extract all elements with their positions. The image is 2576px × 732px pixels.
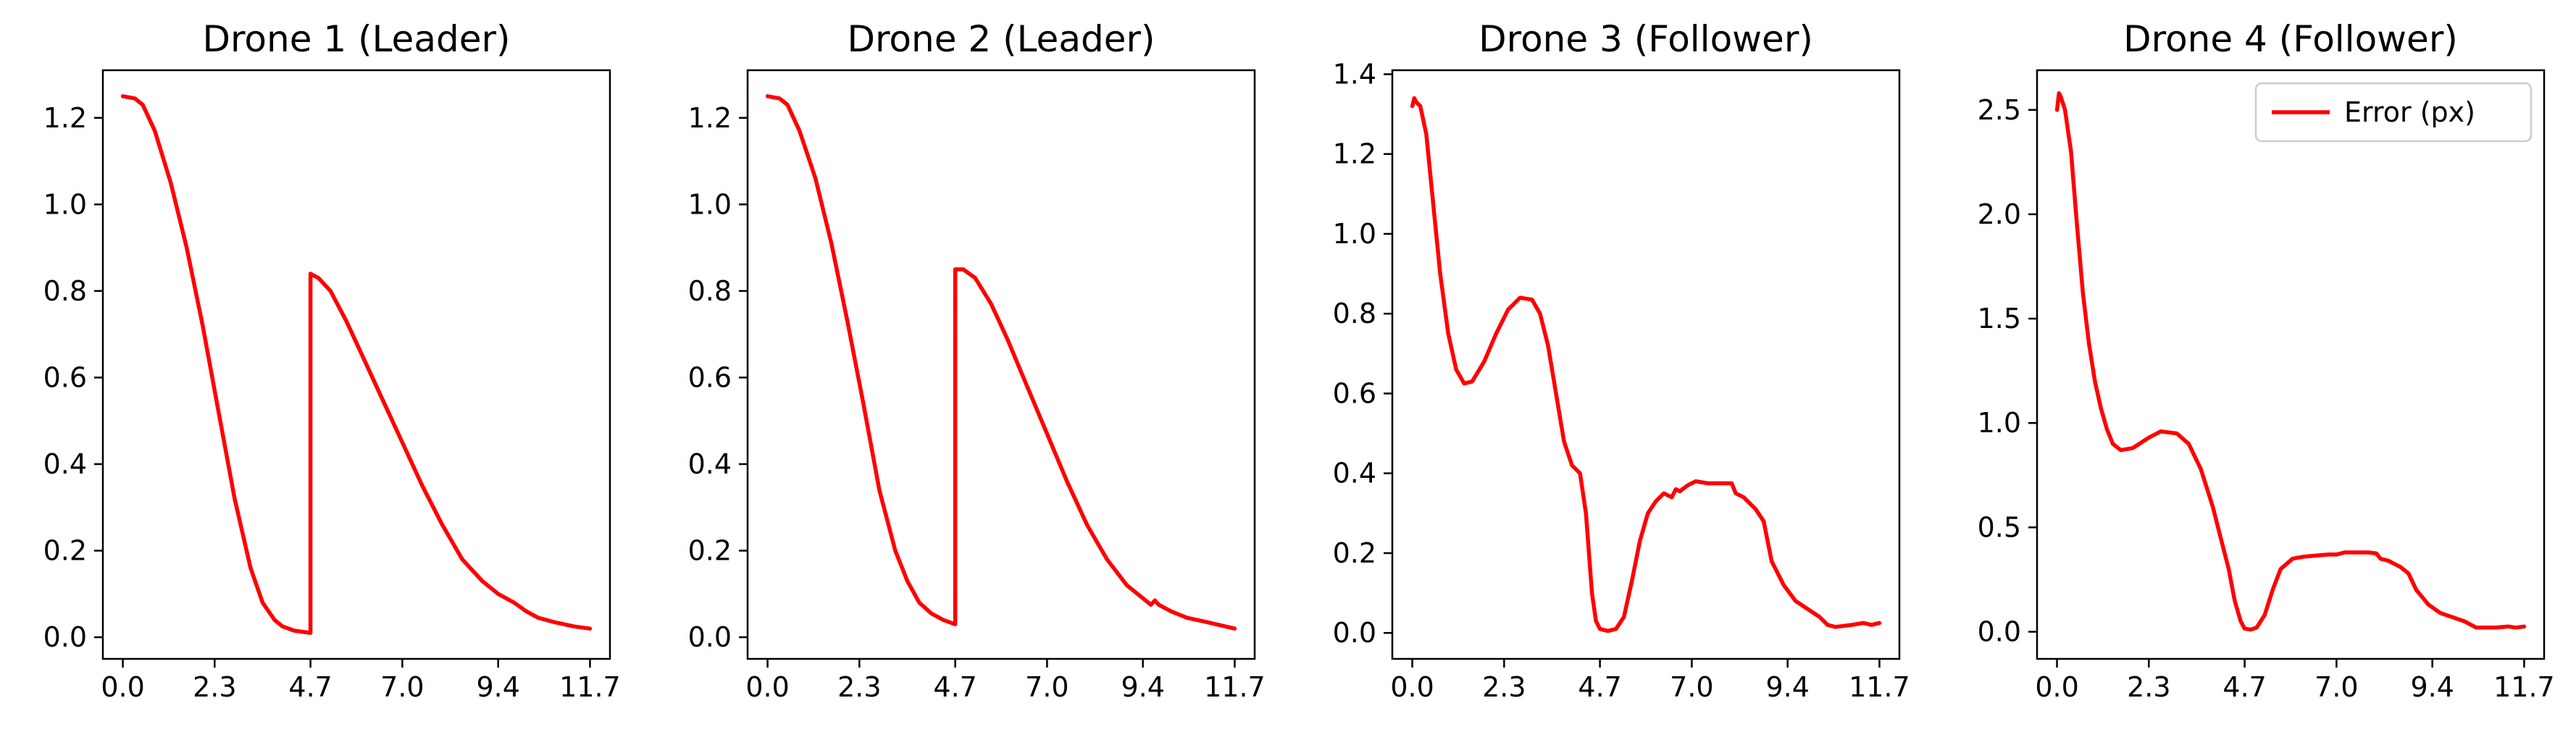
y-tick-label: 0.0 <box>1333 617 1376 649</box>
y-tick-label: 0.6 <box>43 361 87 393</box>
x-tick-label: 4.7 <box>1578 671 1621 703</box>
series-line <box>120 94 593 635</box>
x-tick-label: 7.0 <box>2314 671 2358 703</box>
y-tick-label: 1.5 <box>1978 303 2021 335</box>
subplot-1: Drone 1 (Leader) 0.0 2.3 4.7 7.0 9.4 11.7 0.0 0.… <box>43 18 621 703</box>
y-tick-label: 0.2 <box>1333 537 1376 569</box>
x-tick-label: 0.0 <box>101 671 144 703</box>
y-tick-label: 0.2 <box>688 535 732 567</box>
chart-title: Drone 1 (Leader) <box>202 18 510 60</box>
y-tick-label: 2.5 <box>1978 94 2021 126</box>
x-tick-label: 0.0 <box>1390 671 1434 703</box>
series-line <box>1410 96 1882 634</box>
subplot-4: Drone 4 (Follower) 0.0 2.3 4.7 7.0 9.4 11.7 0.0… <box>1978 18 2555 703</box>
x-tick-label: 4.7 <box>2222 671 2266 703</box>
y-tick-label: 0.6 <box>1333 377 1376 409</box>
chart-title: Drone 4 (Follower) <box>2123 18 2458 60</box>
x-tick-label: 7.0 <box>1670 671 1713 703</box>
subplot-3: Drone 3 (Follower) 0.0 2.3 4.7 7.0 9.4 11.7 0.0… <box>1333 18 1910 703</box>
axes-frame <box>101 69 611 660</box>
y-tick-label: 1.0 <box>43 188 87 220</box>
y-tick-label: 0.0 <box>43 621 87 653</box>
chart-title: Drone 2 (Leader) <box>847 18 1155 60</box>
x-tick-label: 11.7 <box>559 671 621 703</box>
y-tick-label: 0.2 <box>43 535 87 567</box>
x-tick-label: 9.4 <box>476 671 519 703</box>
y-tick-label: 0.4 <box>43 448 87 480</box>
x-tick-label: 9.4 <box>1765 671 1809 703</box>
x-tick-label: 0.0 <box>2035 671 2078 703</box>
y-tick-label: 0.4 <box>688 448 732 480</box>
y-tick-label: 0.5 <box>1978 511 2021 543</box>
x-tick-label: 11.7 <box>2493 671 2555 703</box>
y-tick-label: 0.8 <box>688 275 732 307</box>
legend-label: Error (px) <box>2344 96 2475 128</box>
axes-frame <box>746 69 1256 660</box>
axes-frame <box>2036 69 2546 660</box>
y-tick-label: 1.0 <box>1333 218 1376 250</box>
chart-title: Drone 3 (Follower) <box>1479 18 1813 60</box>
y-tick-label: 0.0 <box>688 621 732 653</box>
y-tick-label: 2.0 <box>1978 198 2021 230</box>
x-tick-label: 7.0 <box>1025 671 1069 703</box>
y-tick-label: 1.2 <box>43 102 87 134</box>
axes-frame <box>1391 69 1901 660</box>
y-tick-label: 0.4 <box>1333 458 1376 489</box>
y-tick-label: 1.2 <box>688 102 732 134</box>
x-tick-label: 2.3 <box>837 671 881 703</box>
x-tick-label: 4.7 <box>288 671 332 703</box>
x-tick-label: 7.0 <box>380 671 424 703</box>
x-tick-label: 11.7 <box>1849 671 1910 703</box>
series-line <box>765 94 1237 631</box>
y-tick-label: 1.0 <box>1978 407 2021 439</box>
x-tick-label: 2.3 <box>2127 671 2170 703</box>
subplot-2: Drone 2 (Leader) 0.0 2.3 4.7 7.0 9.4 11.7 0.0 0.… <box>688 18 1266 703</box>
x-tick-label: 0.0 <box>745 671 789 703</box>
legend-box <box>2254 82 2533 143</box>
x-tick-label: 9.4 <box>1121 671 1164 703</box>
x-tick-label: 2.3 <box>1482 671 1526 703</box>
y-tick-label: 1.0 <box>688 188 732 220</box>
x-tick-label: 4.7 <box>933 671 977 703</box>
y-tick-label: 0.8 <box>1333 298 1376 329</box>
x-tick-label: 11.7 <box>1204 671 1266 703</box>
series-line <box>2054 91 2527 632</box>
x-tick-label: 9.4 <box>2410 671 2454 703</box>
y-tick-label: 1.4 <box>1333 59 1376 91</box>
legend: Error (px) <box>2254 82 2533 143</box>
x-tick-label: 2.3 <box>193 671 236 703</box>
y-tick-label: 1.2 <box>1333 138 1376 170</box>
y-tick-label: 0.0 <box>1978 616 2021 648</box>
y-tick-label: 0.8 <box>43 275 87 307</box>
y-tick-label: 0.6 <box>688 361 732 393</box>
